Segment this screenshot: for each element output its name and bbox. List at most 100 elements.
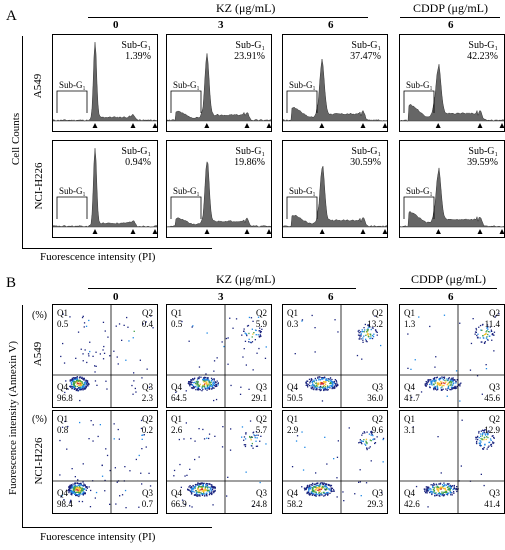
event-dot [308,488,310,491]
event-dot [334,385,336,387]
event-dot [141,434,143,436]
event-dot [494,316,496,318]
event-dot [358,442,360,444]
event-dot [84,492,86,494]
event-dot [188,486,190,488]
event-dot [70,383,72,385]
event-dot [482,335,484,337]
event-dot [246,325,249,327]
event-dot [195,492,198,494]
event-dot [443,377,446,379]
histogram-plot [53,148,157,234]
event-dot [359,481,361,483]
sub-g1-gate [286,196,318,219]
panel-a-row-1: NCI-H226 [33,162,45,210]
event-dot [365,482,368,484]
histogram-area [53,148,157,228]
event-dot [478,442,480,444]
event-dot [308,487,310,489]
event-dot [452,377,454,379]
event-dot [79,384,82,386]
event-dot [448,487,450,489]
event-dot [88,355,90,357]
event-dot [252,447,254,449]
phase-marker [319,229,325,234]
event-dot [253,434,255,436]
event-dot [453,491,455,493]
event-dot [320,482,322,484]
event-dot [179,463,181,466]
event-dot [319,389,321,391]
event-dot [450,389,452,391]
event-dot [190,486,193,488]
event-dot [207,487,209,489]
event-dot [327,492,329,494]
dot-plot [283,305,387,407]
event-dot [84,484,86,487]
event-dot [449,485,451,487]
event-dot [198,428,200,430]
sub-g1-percentage: Sub-G₁ 0.94% [121,146,151,168]
event-dot [440,488,442,490]
event-dot [326,385,329,387]
event-dot [197,486,199,489]
event-dot [367,334,369,336]
event-dot [328,488,330,491]
event-dot [75,482,77,484]
event-dot [223,345,225,348]
event-dot [455,381,457,383]
event-dot [210,384,212,386]
q3-label: Q3 41.4 [484,488,500,509]
event-dot [309,382,311,384]
event-dot [206,492,208,494]
event-dot [87,384,89,386]
event-dot [486,338,489,341]
histogram-plot [283,58,387,128]
event-dot [197,382,199,384]
event-dot [88,486,90,488]
q3-label: Q3 24.8 [251,488,267,509]
event-dot [71,388,73,390]
event-dot [71,484,73,487]
event-dot [437,485,439,488]
event-dot [76,381,78,383]
event-dot [79,381,81,383]
event-dot [69,385,71,388]
sub-g1-gate-label: Sub-G₁ [173,186,200,196]
event-dot [194,494,197,496]
histogram-area [167,161,271,228]
event-dot [206,377,208,379]
event-dot [203,489,205,491]
panel-b-y-axis-line [22,305,23,527]
event-dot [254,339,256,341]
event-dot [487,328,489,330]
event-dot [124,466,126,468]
event-dot [203,492,205,494]
event-dot [265,346,267,348]
event-dot [251,445,253,447]
event-dot [365,440,367,442]
event-dot [325,383,327,386]
event-dot [87,385,89,387]
event-dot [103,345,105,348]
event-dot [77,482,79,485]
event-dot [195,490,197,492]
histogram-plot [167,53,271,128]
event-dot [213,385,216,387]
event-dot [487,339,489,341]
event-dot [323,378,325,380]
event-dot [198,385,201,387]
event-dot [191,506,193,508]
event-dot [486,436,488,438]
annexin-dot-plot-cell: Q1 0.5 Q2 0.4 Q3 2.3 Q4 96.8 [52,304,158,408]
event-dot [212,384,214,387]
event-dot [480,437,482,440]
event-dot [316,385,318,388]
event-dot [92,424,94,426]
q4-label: Q4 98.4 [57,488,73,509]
event-dot [248,338,250,340]
dot-plot [167,411,271,513]
event-dot [361,434,363,436]
event-dot [450,384,453,386]
sub-g1-gate-label: Sub-G₁ [289,186,316,196]
